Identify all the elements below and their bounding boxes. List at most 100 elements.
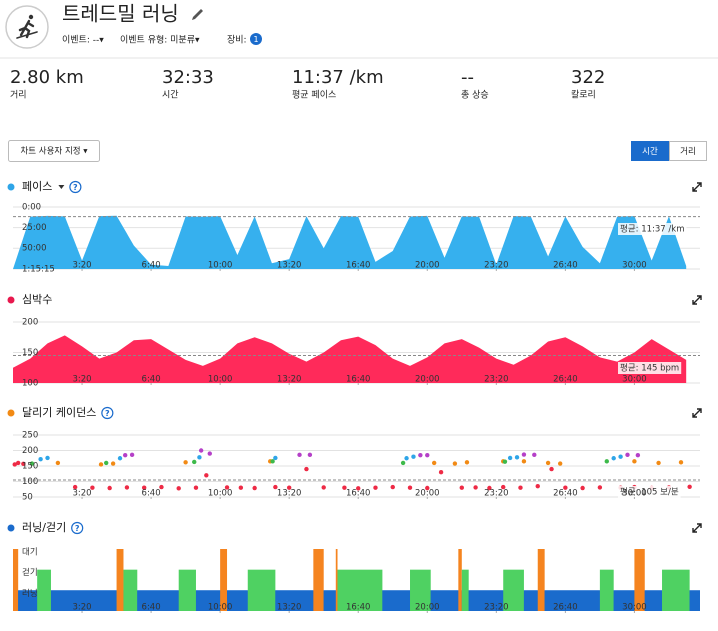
cadence-point — [521, 452, 527, 457]
x-tick-label: 13:20 — [277, 603, 302, 613]
activity-segment — [116, 549, 124, 611]
cadence-point — [407, 485, 413, 490]
x-tick-label: 3:20 — [72, 489, 91, 499]
x-tick-label: 3:20 — [72, 375, 91, 385]
activity-segment — [430, 590, 459, 611]
cadence-point — [604, 459, 609, 464]
stat-value: 2.80 km — [10, 67, 84, 88]
runner-icon — [16, 14, 38, 39]
chart-title: 심박수 — [22, 293, 52, 306]
average-box — [618, 223, 687, 235]
toggle-button[interactable] — [669, 141, 707, 161]
cadence-point — [549, 466, 554, 472]
y-level-label: 러닝 — [22, 588, 38, 599]
cadence-point — [141, 485, 147, 490]
x-tick-label: 6:40 — [142, 489, 161, 499]
expand-icon[interactable] — [692, 182, 702, 192]
cadence-point — [307, 452, 313, 458]
average-label: 평균: 11:37 /km — [620, 224, 684, 235]
activity-segment — [382, 590, 411, 611]
y-tick-label: 1:15:15 — [22, 265, 55, 275]
activity-segment — [220, 549, 228, 611]
expand-icon[interactable] — [692, 295, 702, 305]
cadence-point — [431, 460, 437, 466]
activity-segment — [275, 590, 314, 611]
activity-segment — [178, 569, 196, 611]
cadence-point — [270, 459, 275, 464]
cadence-point — [193, 485, 199, 490]
x-tick-label: 20:00 — [415, 603, 440, 613]
stat-value: 11:37 /km — [292, 67, 384, 88]
activity-segment — [662, 569, 690, 611]
cadence-point — [197, 455, 202, 460]
cadence-point — [72, 484, 78, 490]
x-tick-label: 16:40 — [346, 603, 371, 613]
activity-segment — [335, 549, 338, 611]
help-icon[interactable] — [71, 521, 84, 535]
y-tick-label: 0:00 — [22, 203, 41, 213]
cadence-point — [425, 485, 430, 491]
activity-icon — [5, 5, 49, 49]
chart-dropdown[interactable] — [58, 185, 65, 189]
cadence-point — [507, 455, 513, 461]
cadence-point — [390, 484, 395, 490]
cadence-point — [204, 473, 209, 478]
x-tick-label: 13:20 — [277, 261, 302, 271]
event-type-dropdown[interactable]: 이벤트 유형: 미분류▾ — [120, 35, 200, 46]
cadence-point — [501, 484, 506, 490]
average-box — [618, 362, 682, 374]
activity-segment — [247, 569, 276, 611]
toggle-button[interactable] — [631, 141, 669, 161]
cadence-point — [563, 485, 568, 490]
stat-value: -- — [461, 67, 474, 88]
edit-icon[interactable] — [192, 9, 203, 20]
help-icon[interactable] — [69, 180, 82, 194]
y-tick-label: 25:00 — [22, 223, 47, 233]
x-tick-label: 10:00 — [208, 489, 233, 499]
cadence-point — [580, 485, 585, 491]
activity-segment — [468, 590, 504, 611]
gear-label: 장비: — [227, 35, 247, 46]
stat-value: 32:33 — [162, 67, 214, 88]
help-icon[interactable] — [101, 406, 114, 420]
y-level-label: 걷기 — [22, 567, 38, 578]
activity-segment — [537, 549, 545, 611]
event-dropdown[interactable]: 이벤트: --▾ — [62, 35, 104, 46]
activity-segment — [523, 590, 538, 611]
x-tick-label: 23:20 — [484, 261, 509, 271]
stat-label: 칼로리 — [571, 90, 596, 101]
x-tick-label: 23:20 — [484, 489, 509, 499]
cadence-point — [459, 485, 464, 490]
customize-button[interactable] — [8, 140, 100, 162]
activity-segment — [689, 590, 700, 611]
x-tick-label: 23:20 — [484, 603, 509, 613]
cadence-point — [687, 484, 692, 489]
cadence-point — [404, 456, 409, 461]
cadence-point — [224, 485, 230, 490]
x-tick-label: 26:40 — [553, 603, 578, 613]
cadence-point — [21, 461, 26, 467]
cadence-point — [618, 454, 623, 459]
y-tick-label: 100 — [22, 379, 38, 389]
customize-label: 차트 사용자 지정 ▾ — [20, 146, 88, 157]
chart-title: 달리기 케이던스 — [22, 406, 96, 419]
activity-segment — [137, 590, 179, 611]
gear-badge[interactable] — [250, 33, 262, 45]
cadence-point — [304, 466, 309, 472]
cadence-point — [238, 485, 244, 490]
x-tick-label: 13:20 — [277, 489, 302, 499]
expand-icon[interactable] — [692, 523, 702, 533]
stat-label: 시간 — [162, 90, 179, 101]
expand-icon[interactable] — [692, 408, 702, 418]
cadence-point — [632, 459, 637, 464]
x-tick-label: 6:40 — [142, 261, 161, 271]
x-tick-label: 6:40 — [142, 603, 161, 613]
cadence-point — [286, 485, 292, 490]
cadence-point — [15, 460, 21, 466]
x-tick-label: 10:00 — [208, 603, 233, 613]
chart-title: 러닝/걷기 — [22, 521, 66, 534]
cadence-point — [321, 485, 326, 490]
activity-segment — [599, 569, 614, 611]
